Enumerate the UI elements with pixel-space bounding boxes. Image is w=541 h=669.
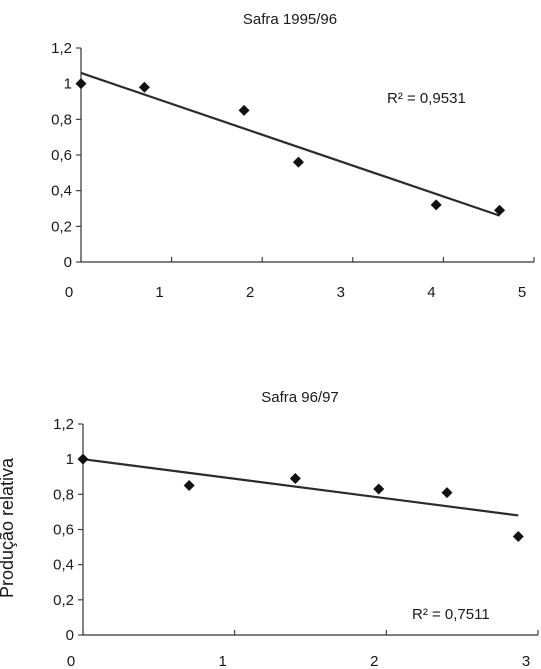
chart-safra-1995-96: Safra 1995/96 R² = 0,9531 0 0,2 0,4 0,6 0,8 1… [51,11,535,301]
x-tick-label: 5 [518,284,526,301]
y-tick-label: 0,6 [51,147,72,164]
chart-title: Safra 96/97 [261,389,339,406]
chart-safra-96-97: Safra 96/97 R² = 0,7511 Produção relativ… [0,389,539,669]
x-tick-label: 1 [218,653,226,669]
y-tick-label: 0 [64,254,72,271]
data-point [289,473,301,485]
x-tick-label: 0 [67,653,75,669]
y-axis-label: Produção relativa [0,457,17,598]
data-point [512,531,524,543]
data-point [77,453,89,465]
data-point [138,81,150,93]
data-point [441,487,453,499]
x-tick-label: 2 [246,284,254,301]
x-tick-label: 3 [337,284,345,301]
data-point [292,156,304,168]
x-tick-label: 2 [370,653,378,669]
x-tick-label: 4 [427,284,435,301]
y-tick-label: 1,2 [51,40,72,57]
y-tick-label: 1,2 [53,416,74,433]
x-tick-label: 0 [65,284,73,301]
trendline [80,71,500,217]
y-tick-label: 0,4 [53,557,74,574]
data-point [183,480,195,492]
y-tick-label: 0,2 [53,592,74,609]
x-tick-label: 1 [155,284,163,301]
y-tick-label: 0,4 [51,183,72,200]
y-tick-label: 0,8 [51,111,72,128]
data-point [75,78,87,90]
y-tick-label: 0,2 [51,218,72,235]
data-point [373,483,385,495]
y-tick-label: 1 [64,76,72,93]
data-point [238,104,250,116]
data-point [494,204,506,216]
y-tick-label: 1 [66,451,74,468]
y-tick-label: 0,6 [53,522,74,539]
r-squared-label: R² = 0,9531 [387,90,466,107]
data-point [430,199,442,211]
x-tick-label: 3 [522,653,530,669]
r-squared-label: R² = 0,7511 [412,606,490,623]
y-tick-label: 0 [66,627,74,644]
y-tick-label: 0,8 [53,486,74,503]
trendline [82,458,519,517]
chart-title: Safra 1995/96 [243,11,337,28]
